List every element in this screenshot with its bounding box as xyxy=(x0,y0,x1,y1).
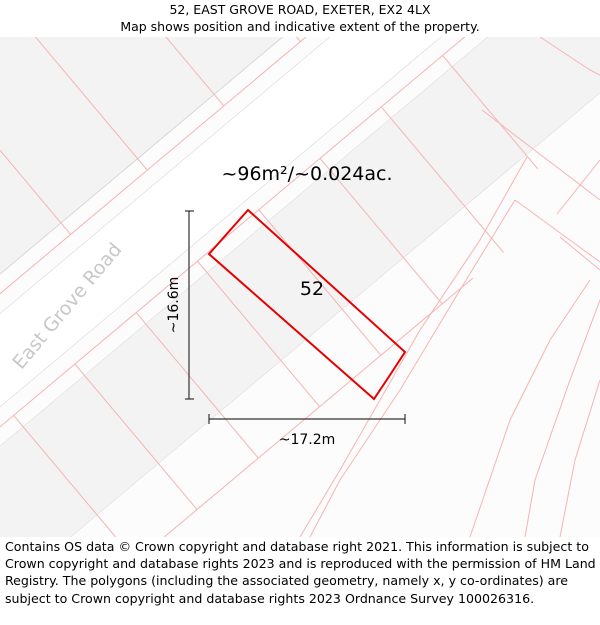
plot-number: 52 xyxy=(300,278,324,300)
copyright-attribution: Contains OS data © Crown copyright and d… xyxy=(5,539,596,606)
parcel-boundaries-east xyxy=(299,37,600,537)
east-grove-road xyxy=(0,37,600,537)
parcel-boundaries-southeast xyxy=(0,55,539,537)
width-dimension xyxy=(208,414,406,424)
buildings-southeast xyxy=(0,37,600,537)
height-dimension xyxy=(185,210,194,400)
property-address: 52, EAST GROVE ROAD, EXETER, EX2 4LX xyxy=(169,2,431,17)
area-label: ~96m²/~0.024ac. xyxy=(221,163,392,185)
map-caption: Map shows position and indicative extent… xyxy=(120,19,480,34)
parcel-boundaries-northwest xyxy=(0,37,301,235)
height-label: ~16.6m xyxy=(166,277,182,334)
buildings-northwest xyxy=(0,37,600,519)
property-map[interactable]: East Grove Road 52 ~96m²/~0.024ac. ~16.6… xyxy=(0,37,600,537)
width-label: ~17.2m xyxy=(279,432,336,448)
map-header: 52, EAST GROVE ROAD, EXETER, EX2 4LX Map… xyxy=(0,0,600,38)
subject-property-outline[interactable] xyxy=(207,208,407,401)
map-features xyxy=(0,37,600,537)
